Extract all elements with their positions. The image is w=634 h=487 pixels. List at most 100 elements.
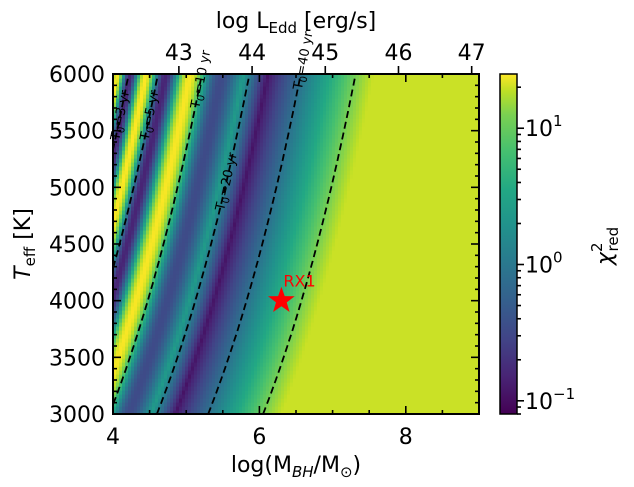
heatmap-cell [119,282,123,287]
heatmap-cell [263,182,267,187]
heatmap-cell [164,114,168,119]
heatmap-cell [281,214,285,219]
heatmap-cell [245,206,249,211]
heatmap-cell [170,118,174,123]
heatmap-cell [200,278,204,283]
heatmap-cell [221,166,225,171]
heatmap-cell [134,130,138,135]
heatmap-cell [272,190,276,195]
heatmap-cell [206,382,210,387]
heatmap-cell [149,306,153,311]
heatmap-cell [188,410,192,414]
heatmap-cell [155,154,159,159]
heatmap-cell [227,94,231,99]
heatmap-cell [116,398,120,403]
heatmap-cell [188,154,192,159]
heatmap-cell [119,362,123,367]
heatmap-cell [164,78,168,83]
heatmap-cell [251,318,255,323]
heatmap-cell [137,294,141,299]
heatmap-cell [203,330,207,335]
heatmap-cell [119,74,123,79]
heatmap-cell [125,222,129,227]
heatmap-cell [251,126,255,131]
heatmap-cell [230,142,234,147]
heatmap-cell [275,342,279,347]
heatmap-cell [185,158,189,163]
heatmap-cell [137,286,141,291]
heatmap-cell [230,290,234,295]
heatmap-cell [218,366,222,371]
heatmap-cell [179,158,183,163]
heatmap-cell [239,250,243,255]
heatmap-cell [284,270,288,275]
heatmap-cell [161,410,165,414]
heatmap-cell [206,286,210,291]
heatmap-cell [119,218,123,223]
heatmap-cell [260,306,264,311]
heatmap-cell [197,270,201,275]
heatmap-cell [284,286,288,291]
heatmap-cell [221,390,225,395]
heatmap-cell [167,202,171,207]
heatmap-cell [203,402,207,407]
heatmap-cell [221,322,225,327]
heatmap-cell [242,234,246,239]
heatmap-cell [287,362,291,367]
heatmap-cell [284,258,288,263]
heatmap-cell [128,282,132,287]
heatmap-cell [140,406,144,411]
heatmap-cell [134,350,138,355]
heatmap-cell [233,226,237,231]
heatmap-cell [281,74,285,79]
heatmap-cell [257,342,261,347]
heatmap-cell [254,166,258,171]
heatmap-cell [251,194,255,199]
heatmap-cell [179,142,183,147]
heatmap-cell [128,74,132,79]
heatmap-cell [272,250,276,255]
heatmap-cell [233,210,237,215]
heatmap-cell [263,126,267,131]
heatmap-cell [188,366,192,371]
heatmap-cell [221,134,225,139]
heatmap-cell [149,90,153,95]
heatmap-cell [212,274,216,279]
heatmap-cell [128,318,132,323]
heatmap-cell [176,122,180,127]
heatmap-cell [218,342,222,347]
heatmap-cell [161,134,165,139]
heatmap-cell [113,182,117,187]
heatmap-cell [113,326,117,331]
heatmap-cell [278,286,282,291]
heatmap-cell [284,406,288,411]
heatmap-cell [227,362,231,367]
heatmap-cell [266,346,270,351]
heatmap-cell [116,406,120,411]
heatmap-cell [281,110,285,115]
heatmap-cell [251,182,255,187]
heatmap-cell [131,226,135,231]
heatmap-cell [197,290,201,295]
heatmap-cell [155,398,159,403]
heatmap-cell [248,266,252,271]
heatmap-cell [269,110,273,115]
heatmap-cell [233,282,237,287]
heatmap-cell [275,102,279,107]
heatmap-cell [155,246,159,251]
heatmap-cell [179,410,183,414]
heatmap-cell [182,94,186,99]
heatmap-cell [197,374,201,379]
heatmap-cell [275,310,279,315]
heatmap-cell [266,350,270,355]
heatmap-cell [269,242,273,247]
heatmap-cell [281,398,285,403]
heatmap-cell [275,78,279,83]
heatmap-cell [275,98,279,103]
heatmap-cell [236,118,240,123]
heatmap-cell [269,342,273,347]
heatmap-cell [134,182,138,187]
heatmap-cell [173,358,177,363]
heatmap-cell [287,142,291,147]
heatmap-cell [233,410,237,414]
